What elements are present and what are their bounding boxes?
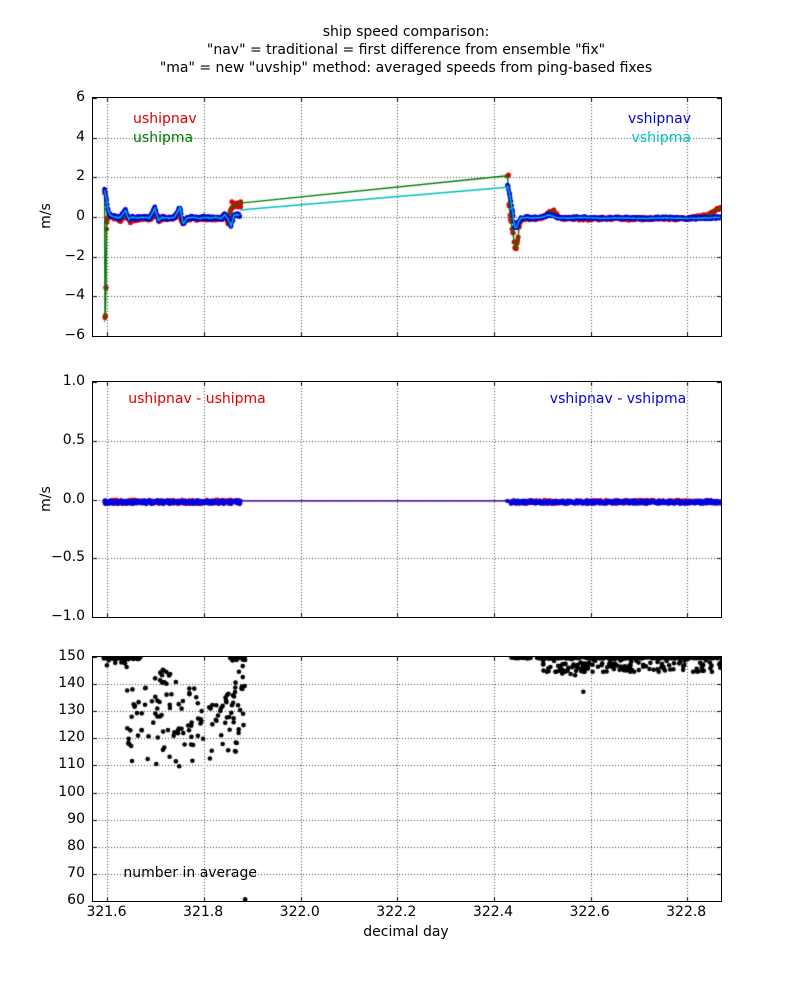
legend-vshipnav: vshipnav [628,110,691,127]
difference-plot [92,381,722,618]
y-tick-label: 2 [76,168,85,185]
x-tick-label: 322.0 [279,904,320,920]
y-tick-label: 0 [76,208,85,224]
figure-title-line-2: "nav" = traditional = first difference f… [206,42,606,58]
x-tick-label: 321.8 [183,904,224,920]
x-tick-label: 322.4 [472,904,513,920]
legend-vshipma: vshipma [631,129,691,146]
legend-vshipnav-minus-vshipma: vshipnav - vshipma [549,390,687,407]
x-axis-label: decimal day [363,924,449,940]
annotation-number-in-average: number in average [123,864,258,881]
y-tick-label: 4 [76,128,85,145]
y-tick-label: −1.0 [51,608,85,624]
y-tick-label: 110 [58,756,85,773]
legend-ushipma: ushipma [133,129,194,146]
figure-title-line-3: "ma" = new "uvship" method: averaged spe… [159,60,653,76]
y-tick-label: 70 [67,864,85,881]
legend-ushipnav: ushipnav [133,110,197,127]
y-tick-label: −6 [64,327,85,343]
figure-title: ship speed comparison: "nav" = tradition… [92,23,720,77]
y-tick-label: −2 [64,247,85,264]
x-tick-label: 322.2 [376,904,417,920]
y-tick-label: 130 [58,702,85,719]
speed-plot [92,97,722,337]
y-tick-label: 90 [67,810,85,827]
x-tick-label: 322.8 [666,904,707,920]
y-tick-label: 1.0 [62,373,85,389]
speed-plot-canvas [93,98,721,336]
y-tick-label: −4 [64,287,85,304]
count-plot [92,656,722,902]
difference-plot-canvas [93,382,721,617]
y-tick-label: 150 [58,648,85,664]
x-tick-label: 322.6 [569,904,610,920]
y-tick-label: 0.5 [62,431,85,448]
y-tick-label: 120 [58,729,85,746]
y-tick-label: 140 [58,675,85,692]
y-tick-label: 0.0 [62,490,85,507]
figure-title-line-1: ship speed comparison: [322,24,490,40]
legend-ushipnav-minus-ushipma: ushipnav - ushipma [128,390,266,407]
y-tick-label: 6 [76,89,85,105]
count-plot-canvas [93,657,721,901]
y-tick-label: 80 [67,837,85,854]
y-tick-label: 100 [58,783,85,800]
y-tick-label: −0.5 [51,549,85,566]
y-tick-label: 60 [67,892,85,908]
x-tick-label: 321.6 [86,904,127,920]
